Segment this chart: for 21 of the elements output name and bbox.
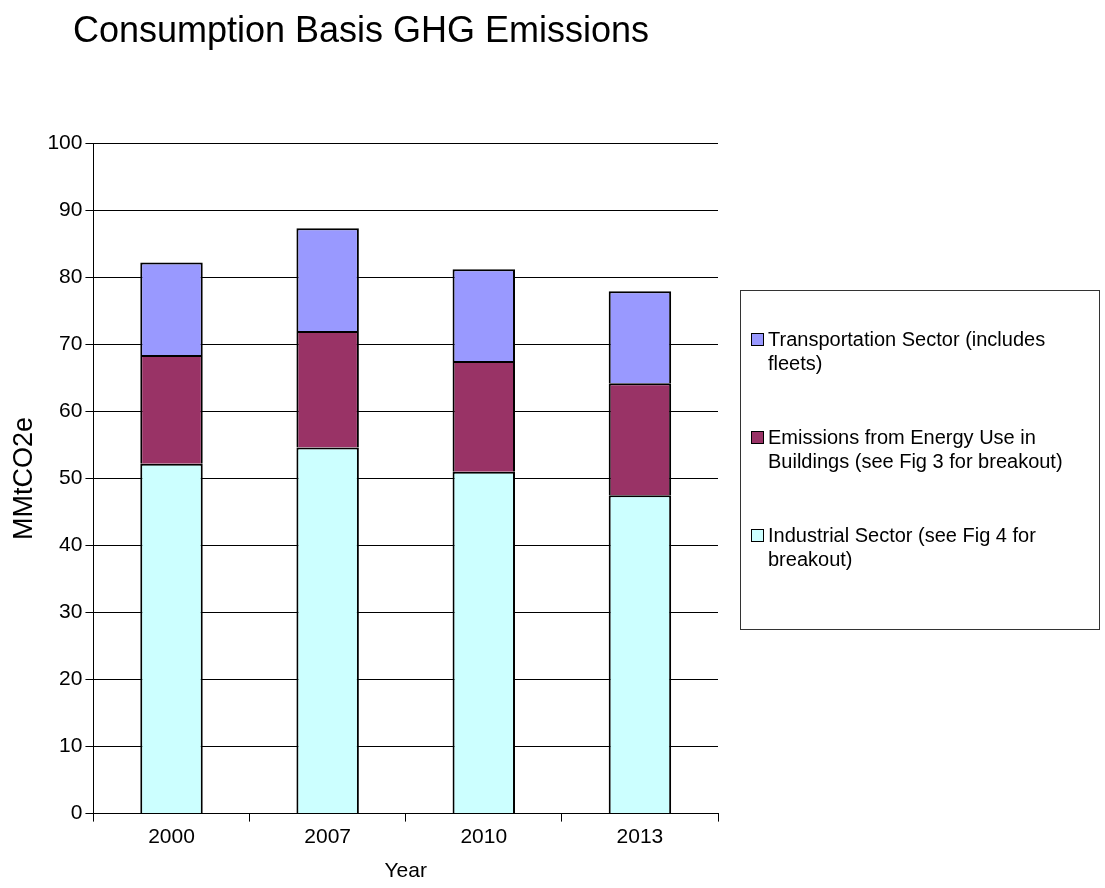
y-tick-label: 20	[59, 666, 83, 690]
y-axis-title: MMtCO2e	[7, 416, 38, 540]
legend-label: Industrial Sector (see Fig 4 for breakout)	[768, 523, 1037, 571]
legend-label: Transportation Sector (includes fleets)	[768, 327, 1047, 375]
x-tick-label: 2013	[616, 824, 664, 847]
x-axis-title: Year	[384, 858, 427, 882]
chart-title: Consumption Basis GHG Emissions	[72, 8, 650, 50]
y-tick-label: 40	[59, 532, 83, 556]
y-tick-label: 80	[59, 264, 83, 288]
y-tick-label: 90	[59, 197, 83, 221]
x-tick-label: 2010	[460, 824, 508, 847]
legend-label: Emissions from Energy Use in Buildings (see Fig 3 for breakout)	[768, 425, 1064, 473]
y-tick-label: 0	[70, 800, 83, 824]
y-tick-label: 100	[47, 130, 83, 153]
x-tick-label: 2000	[148, 824, 195, 847]
y-tick-label: 10	[59, 733, 83, 757]
y-tick-label: 50	[59, 465, 83, 489]
y-tick-label: 60	[59, 398, 83, 422]
x-tick-label: 2007	[304, 824, 352, 847]
y-tick-label: 70	[59, 331, 83, 355]
y-tick-label: 30	[59, 599, 83, 623]
